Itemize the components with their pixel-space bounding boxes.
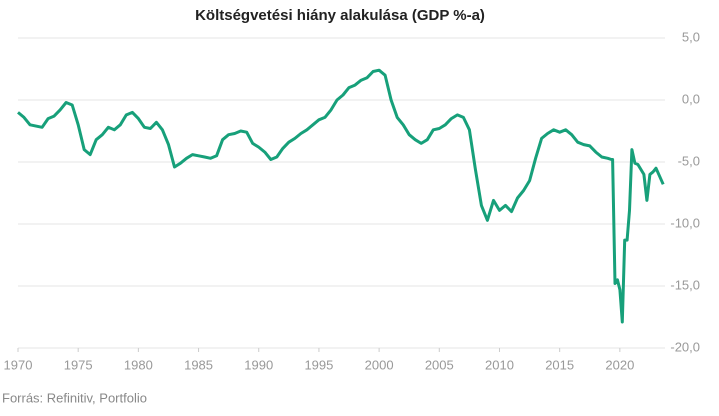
y-tick-label: -10,0 bbox=[670, 215, 700, 230]
y-tick-label: -20,0 bbox=[670, 339, 700, 354]
x-tick-label: 2015 bbox=[545, 357, 574, 372]
x-tick-label: 2020 bbox=[605, 357, 634, 372]
source: Forrás: Refinitiv, Portfolio bbox=[2, 390, 147, 405]
y-tick-label: -5,0 bbox=[678, 153, 700, 168]
x-tick-label: 1975 bbox=[64, 357, 93, 372]
chart-title: Költségvetési hiány alakulása (GDP %-a) bbox=[195, 7, 485, 24]
line-series bbox=[17, 68, 665, 324]
y-tick-label: 0,0 bbox=[682, 91, 700, 106]
x-tick-label: 2000 bbox=[365, 357, 394, 372]
y-tick-label: -15,0 bbox=[670, 277, 700, 292]
y-tick-label: 5,0 bbox=[682, 29, 700, 44]
x-tick-label: 2005 bbox=[425, 357, 454, 372]
x-tick-label: 1970 bbox=[4, 357, 33, 372]
x-tick-label: 1990 bbox=[244, 357, 273, 372]
x-tick-label: 2010 bbox=[485, 357, 514, 372]
x-tick-label: 1995 bbox=[304, 357, 333, 372]
x-tick-label: 1980 bbox=[124, 357, 153, 372]
x-tick-label: 1985 bbox=[184, 357, 213, 372]
